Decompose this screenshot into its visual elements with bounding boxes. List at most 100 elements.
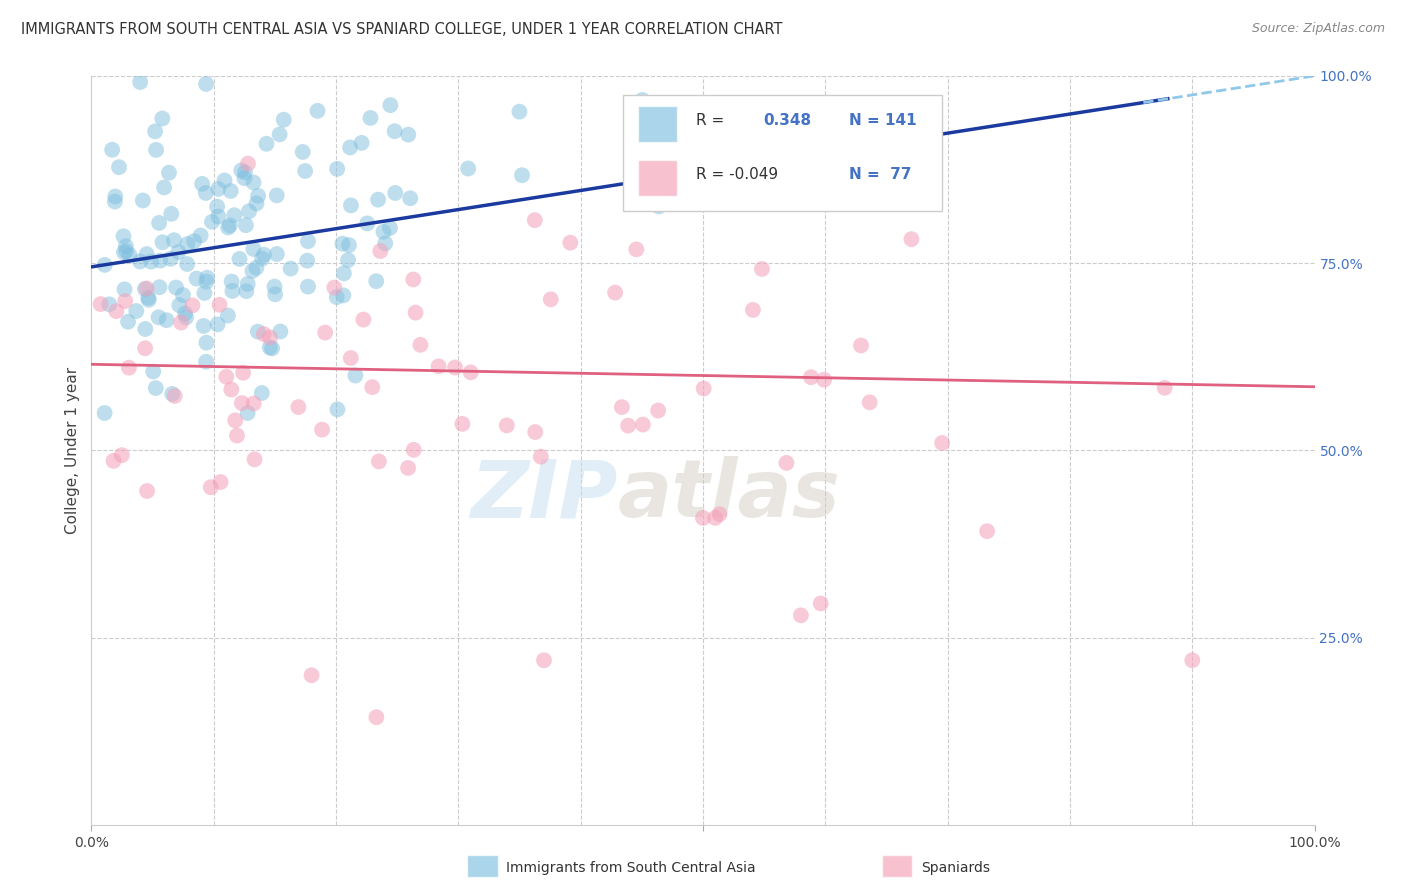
Point — [242, 176, 264, 190]
Point — [125, 304, 148, 318]
Point — [250, 386, 273, 401]
Point — [626, 243, 648, 257]
Point — [205, 200, 228, 214]
Point — [510, 168, 533, 182]
Point — [266, 247, 288, 261]
Point — [359, 111, 381, 125]
Point — [232, 366, 254, 380]
Point — [115, 244, 138, 259]
Point — [370, 244, 392, 258]
Point — [90, 297, 112, 311]
Point — [111, 448, 134, 462]
Point — [139, 254, 162, 268]
Point — [631, 417, 654, 432]
Point — [148, 216, 170, 230]
Point — [380, 98, 402, 112]
Point — [280, 261, 302, 276]
Point — [301, 668, 323, 682]
Point — [191, 177, 214, 191]
Point — [560, 235, 582, 250]
Text: R =: R = — [696, 113, 724, 128]
Point — [159, 252, 181, 266]
Point — [148, 310, 170, 325]
Text: Spaniards: Spaniards — [921, 861, 990, 875]
Point — [233, 171, 256, 186]
Point — [104, 189, 127, 203]
Point — [169, 298, 191, 312]
Point — [900, 232, 922, 246]
Point — [228, 252, 250, 266]
Point — [250, 252, 273, 266]
Point — [195, 355, 218, 369]
Point — [101, 143, 124, 157]
Point — [245, 260, 267, 275]
Point — [427, 359, 450, 374]
Point — [409, 338, 432, 352]
Point — [262, 342, 284, 356]
Point — [356, 216, 378, 230]
Point — [263, 279, 285, 293]
Point — [540, 293, 562, 307]
Point — [201, 215, 224, 229]
Point — [810, 597, 832, 611]
Point — [704, 511, 727, 525]
Point — [344, 368, 367, 383]
Point — [259, 341, 281, 355]
Point — [530, 450, 553, 464]
Point — [373, 225, 395, 239]
Point — [160, 387, 183, 401]
Point — [396, 461, 419, 475]
Point — [115, 239, 138, 253]
Point — [742, 302, 765, 317]
Point — [194, 186, 217, 200]
Point — [138, 293, 160, 307]
Point — [190, 228, 212, 243]
Point — [269, 325, 291, 339]
Point — [135, 247, 157, 261]
Point — [231, 163, 253, 178]
Point — [269, 128, 291, 142]
Point — [366, 710, 388, 724]
Point — [307, 103, 329, 118]
Point — [236, 156, 259, 170]
Point — [236, 406, 259, 420]
Point — [200, 480, 222, 494]
Point — [138, 291, 160, 305]
Point — [217, 220, 239, 235]
Point — [384, 124, 406, 138]
Point — [849, 338, 872, 352]
Point — [145, 143, 167, 157]
Point — [326, 290, 349, 304]
Point — [790, 608, 813, 623]
Point — [243, 452, 266, 467]
Text: N = 141: N = 141 — [849, 113, 917, 128]
Point — [219, 219, 242, 233]
FancyBboxPatch shape — [623, 95, 942, 211]
Point — [163, 389, 186, 403]
Point — [775, 456, 797, 470]
Point — [245, 196, 267, 211]
Point — [224, 413, 246, 427]
Point — [508, 104, 530, 119]
Point — [145, 381, 167, 395]
Point — [399, 191, 422, 205]
Point — [444, 360, 467, 375]
Point — [396, 128, 419, 142]
Point — [457, 161, 479, 176]
Point — [800, 370, 823, 384]
Point — [207, 182, 229, 196]
Point — [195, 77, 218, 91]
Point — [1181, 653, 1204, 667]
Point — [170, 316, 193, 330]
Point — [118, 360, 141, 375]
Point — [153, 180, 176, 194]
Point — [610, 400, 633, 414]
Point — [157, 166, 180, 180]
Point — [813, 373, 835, 387]
Point — [311, 423, 333, 437]
Point — [195, 335, 218, 350]
Point — [221, 275, 243, 289]
Point — [112, 245, 135, 260]
Point — [533, 653, 555, 667]
Point — [294, 164, 316, 178]
